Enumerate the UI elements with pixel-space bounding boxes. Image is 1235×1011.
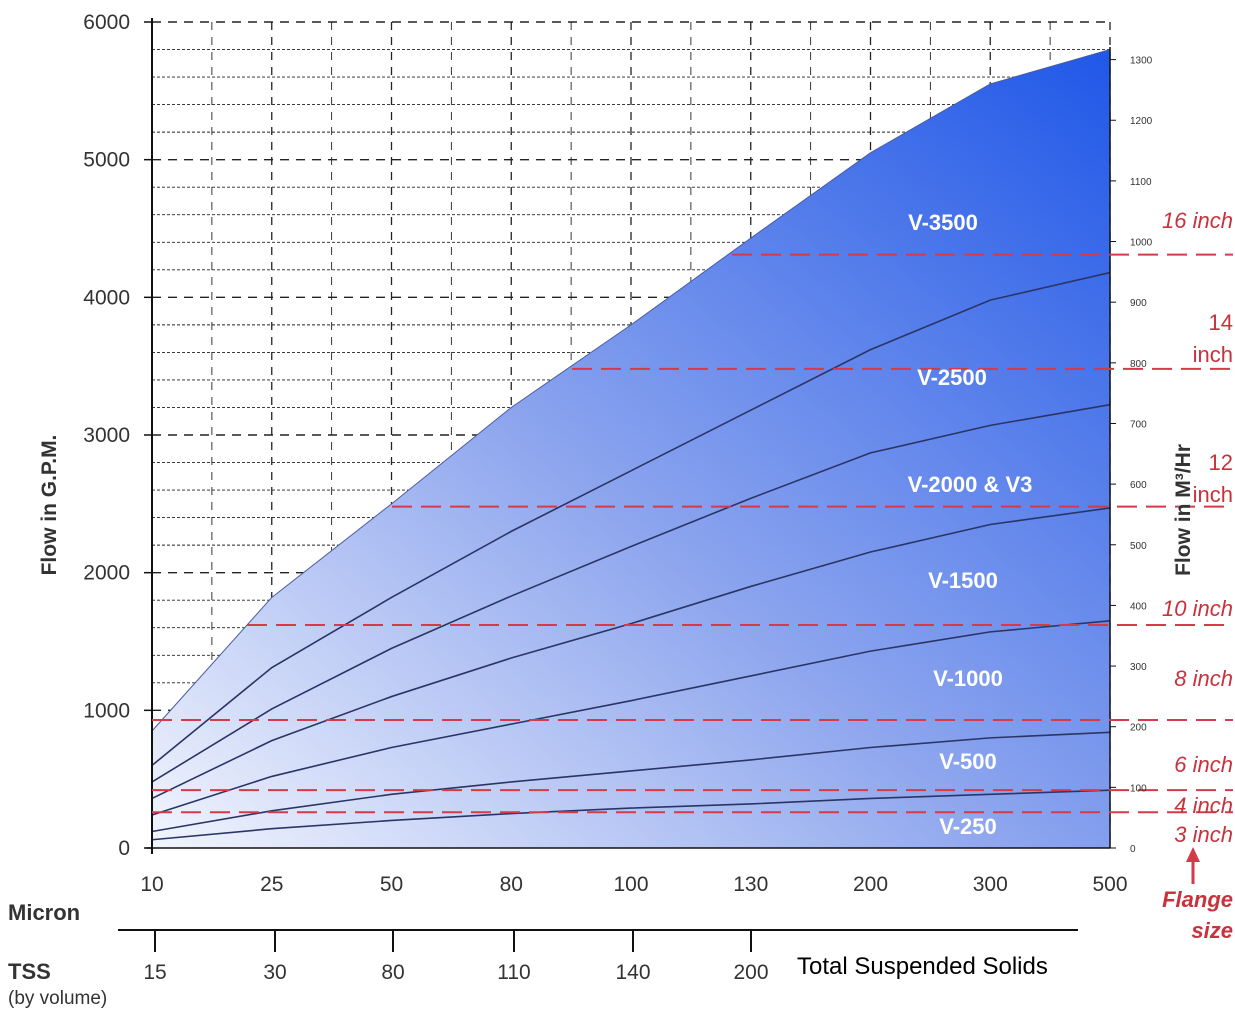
series-line-0: [151, 789, 1111, 841]
y2-tick-label: 0: [1130, 844, 1136, 855]
series-line-5: [151, 271, 1111, 767]
tss-label: TSS: [8, 959, 51, 984]
flange-label: 10 inch: [1162, 596, 1233, 621]
y2-tick-label: 200: [1130, 723, 1147, 734]
flange-label: 12 inch: [1193, 450, 1233, 507]
y2-tick-label: 1200: [1130, 116, 1153, 127]
micron-tick-label: 80: [500, 873, 523, 896]
micron-label: Micron: [8, 900, 80, 925]
model-label: V-3500: [908, 210, 978, 235]
flange-label: 14 inch: [1193, 310, 1233, 367]
micron-tick-label: 500: [1092, 873, 1127, 896]
y2-tick-label: 600: [1130, 480, 1147, 491]
y-tick-label: 2000: [83, 562, 130, 585]
y2-tick-label: 400: [1130, 601, 1147, 612]
series-line-3: [151, 507, 1111, 800]
micron-tick-label: 25: [260, 873, 283, 896]
flange-lines: [152, 253, 1233, 814]
flange-caption-line1: Flange: [1162, 887, 1233, 912]
y2-tick-label: 700: [1130, 419, 1147, 430]
tss-tick-label: 15: [143, 961, 166, 984]
y-tick-label: 4000: [83, 286, 130, 309]
flange-label: 8 inch: [1174, 666, 1233, 691]
y2-tick-label: 900: [1130, 298, 1147, 309]
y-tick-label: 5000: [83, 149, 130, 172]
model-curves: [151, 271, 1111, 841]
y2-axis-label: Flow in M³/Hr: [1172, 444, 1195, 576]
chart-marks: 0 1000 2000 3000 4000 5000 6000 0 100 200 300 400 50…: [83, 11, 1233, 984]
y-tick-label: 3000: [83, 424, 130, 447]
flange-label: 4 inch: [1174, 793, 1233, 818]
model-label: V-2000 & V3: [908, 472, 1033, 497]
tss-tick-label: 140: [615, 961, 650, 984]
y2-tick-label: 500: [1130, 541, 1147, 552]
tss-tick-label: 80: [381, 961, 404, 984]
chart-labels: Flow in G.P.M. Flow in M³/Hr Micron TSS …: [8, 435, 1233, 1009]
micron-tick-label: 200: [853, 873, 888, 896]
y-tick-label: 1000: [83, 699, 130, 722]
y2-tick-label: 100: [1130, 783, 1147, 794]
micron-tick-label: 130: [733, 873, 768, 896]
model-label: V-1000: [933, 666, 1003, 691]
tss-tick-label: 30: [263, 961, 286, 984]
micron-tick-label: 10: [140, 873, 163, 896]
tss-caption: Total Suspended Solids: [797, 953, 1048, 980]
series-line-1: [151, 731, 1111, 833]
flange-caption-line2: size: [1191, 918, 1233, 943]
micron-tick-label: 300: [973, 873, 1008, 896]
flange-arrow-head: [1186, 847, 1200, 862]
model-label: V-2500: [917, 365, 987, 390]
tss-sublabel: (by volume): [8, 988, 107, 1009]
y-tick-label: 0: [118, 837, 130, 860]
y2-tick-label: 1100: [1130, 177, 1152, 188]
model-label: V-1500: [928, 568, 998, 593]
series-line-2: [151, 620, 1111, 816]
y2-tick-label: 1000: [1130, 238, 1153, 249]
micron-tick-label: 50: [380, 873, 403, 896]
tss-tick-label: 110: [497, 961, 530, 984]
capacity-area: [151, 48, 1111, 849]
flange-label: 6 inch: [1174, 752, 1233, 777]
y2-tick-label: 1300: [1130, 56, 1153, 67]
y2-tick-label: 800: [1130, 359, 1147, 370]
flange-label: 3 inch: [1174, 822, 1233, 847]
flange-label: 16 inch: [1162, 208, 1233, 233]
y2-tick-label: 300: [1130, 662, 1147, 673]
micron-tick-label: 100: [613, 873, 648, 896]
y-tick-label: 6000: [83, 11, 130, 34]
model-label: V-250: [939, 814, 997, 839]
model-label: V-500: [939, 749, 997, 774]
y-axis-label: Flow in G.P.M.: [38, 435, 61, 576]
series-line-4: [151, 403, 1111, 783]
tss-tick-label: 200: [733, 961, 768, 984]
